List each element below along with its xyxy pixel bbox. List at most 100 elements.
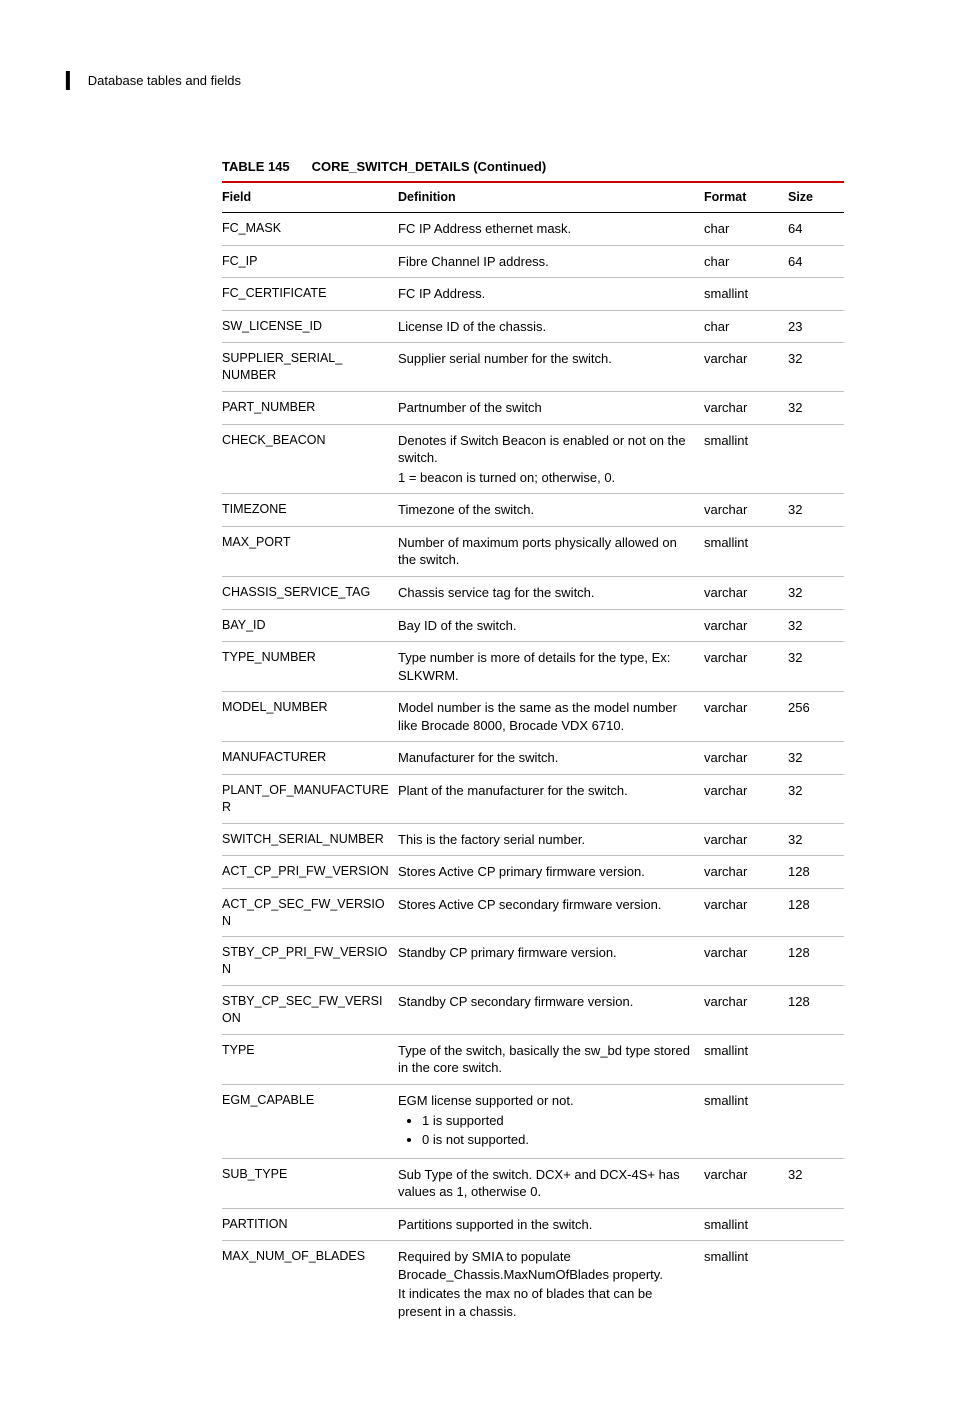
cell-field: SWITCH_SERIAL_NUMBER [222,823,398,856]
table-row: STBY_CP_PRI_FW_VERSIONStandby CP primary… [222,937,844,986]
cell-field: EGM_CAPABLE [222,1085,398,1159]
cell-size: 32 [788,642,844,692]
cell-definition: Manufacturer for the switch. [398,742,704,775]
page: I Database tables and fields TABLE 145 CO… [0,0,954,1407]
cell-definition: Stores Active CP secondary firmware vers… [398,888,704,937]
table-row: FC_IPFibre Channel IP address.char64 [222,245,844,278]
cell-field: CHASSIS_SERVICE_TAG [222,576,398,609]
cell-format: varchar [704,642,788,692]
definition-list: 1 is supported0 is not supported. [398,1112,696,1149]
cell-field: FC_IP [222,245,398,278]
table-row: TYPEType of the switch, basically the sw… [222,1034,844,1084]
cell-size: 32 [788,1158,844,1208]
definition-text: Fibre Channel IP address. [398,253,696,271]
cell-field: BAY_ID [222,609,398,642]
cell-definition: Timezone of the switch. [398,494,704,527]
table-row: TIMEZONETimezone of the switch.varchar32 [222,494,844,527]
chapter-letter: I [64,62,72,100]
cell-format: smallint [704,1034,788,1084]
definition-text: Required by SMIA to populate Brocade_Cha… [398,1248,696,1283]
table-row: FC_MASKFC IP Address ethernet mask.char6… [222,213,844,246]
table-row: TYPE_NUMBERType number is more of detail… [222,642,844,692]
table-row: SUB_TYPESub Type of the switch. DCX+ and… [222,1158,844,1208]
cell-size: 128 [788,856,844,889]
table-row: PART_NUMBERPartnumber of the switchvarch… [222,392,844,425]
cell-field: SW_LICENSE_ID [222,310,398,343]
cell-definition: Bay ID of the switch. [398,609,704,642]
table-row: MAX_NUM_OF_BLADESRequired by SMIA to pop… [222,1241,844,1328]
cell-format: varchar [704,937,788,986]
cell-format: varchar [704,742,788,775]
table-row: SUPPLIER_SERIAL_ NUMBERSupplier serial n… [222,343,844,392]
cell-field: TIMEZONE [222,494,398,527]
chapter-title: Database tables and fields [88,72,241,90]
cell-definition: FC IP Address. [398,278,704,311]
cell-field: FC_MASK [222,213,398,246]
cell-size: 32 [788,494,844,527]
cell-size [788,424,844,494]
cell-format: smallint [704,278,788,311]
definition-text: Timezone of the switch. [398,501,696,519]
cell-definition: Type of the switch, basically the sw_bd … [398,1034,704,1084]
table-row: MANUFACTURERManufacturer for the switch.… [222,742,844,775]
cell-definition: Stores Active CP primary firmware versio… [398,856,704,889]
cell-field: STBY_CP_SEC_FW_VERSION [222,986,398,1035]
cell-definition: Chassis service tag for the switch. [398,576,704,609]
cell-field: CHECK_BEACON [222,424,398,494]
cell-field: SUPPLIER_SERIAL_ NUMBER [222,343,398,392]
table-caption: TABLE 145 CORE_SWITCH_DETAILS (Continued) [222,158,844,176]
cell-size [788,1034,844,1084]
definition-text: Denotes if Switch Beacon is enabled or n… [398,432,696,467]
cell-size: 32 [788,823,844,856]
cell-definition: This is the factory serial number. [398,823,704,856]
definition-text: It indicates the max no of blades that c… [398,1285,696,1320]
cell-format: varchar [704,692,788,742]
col-header-definition: Definition [398,182,704,212]
cell-field: MAX_PORT [222,526,398,576]
cell-size: 128 [788,986,844,1035]
cell-size [788,1085,844,1159]
cell-field: FC_CERTIFICATE [222,278,398,311]
cell-field: SUB_TYPE [222,1158,398,1208]
cell-field: MANUFACTURER [222,742,398,775]
definition-text: Partitions supported in the switch. [398,1216,696,1234]
definition-text: EGM license supported or not. [398,1092,696,1110]
cell-format: varchar [704,856,788,889]
cell-format: char [704,245,788,278]
cell-size: 32 [788,576,844,609]
table-caption-title: CORE_SWITCH_DETAILS (Continued) [312,159,546,174]
cell-field: ACT_CP_PRI_FW_VERSION [222,856,398,889]
cell-size: 32 [788,774,844,823]
cell-field: ACT_CP_SEC_FW_VERSION [222,888,398,937]
cell-field: MAX_NUM_OF_BLADES [222,1241,398,1328]
table-row: BAY_IDBay ID of the switch.varchar32 [222,609,844,642]
cell-format: varchar [704,343,788,392]
definition-text: License ID of the chassis. [398,318,696,336]
definition-list-item: 0 is not supported. [422,1131,696,1149]
table-row: FC_CERTIFICATEFC IP Address.smallint [222,278,844,311]
table-header-row: Field Definition Format Size [222,182,844,212]
cell-definition: Model number is the same as the model nu… [398,692,704,742]
definition-text: Supplier serial number for the switch. [398,350,696,368]
table-caption-number: TABLE 145 [222,159,290,174]
cell-format: varchar [704,392,788,425]
cell-format: smallint [704,424,788,494]
col-header-size: Size [788,182,844,212]
cell-format: varchar [704,576,788,609]
definition-text: Stores Active CP primary firmware versio… [398,863,696,881]
cell-size: 128 [788,888,844,937]
cell-size: 256 [788,692,844,742]
cell-format: smallint [704,1085,788,1159]
cell-definition: Required by SMIA to populate Brocade_Cha… [398,1241,704,1328]
cell-size [788,526,844,576]
table-row: ACT_CP_PRI_FW_VERSIONStores Active CP pr… [222,856,844,889]
core-switch-details-table: Field Definition Format Size FC_MASKFC I… [222,181,844,1327]
table-row: EGM_CAPABLEEGM license supported or not.… [222,1085,844,1159]
definition-text: Sub Type of the switch. DCX+ and DCX-4S+… [398,1166,696,1201]
definition-text: Type of the switch, basically the sw_bd … [398,1042,696,1077]
cell-format: varchar [704,823,788,856]
cell-field: PLANT_OF_MANUFACTURER [222,774,398,823]
definition-text: Standby CP secondary firmware version. [398,993,696,1011]
table-row: SWITCH_SERIAL_NUMBERThis is the factory … [222,823,844,856]
chapter-header: I Database tables and fields [64,62,844,100]
